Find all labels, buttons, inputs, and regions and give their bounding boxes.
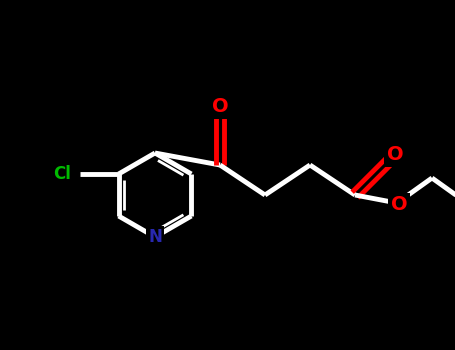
Text: Cl: Cl	[53, 165, 71, 183]
Text: N: N	[148, 228, 162, 246]
Text: O: O	[391, 196, 407, 215]
Text: O: O	[212, 98, 228, 117]
Text: O: O	[387, 146, 403, 164]
